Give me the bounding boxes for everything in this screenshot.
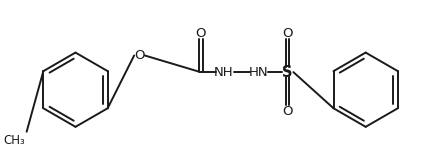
Text: CH₃: CH₃ [3, 134, 25, 147]
Text: O: O [195, 26, 206, 40]
Text: HN: HN [248, 66, 268, 79]
Text: O: O [282, 26, 293, 40]
Text: O: O [134, 49, 144, 62]
Text: NH: NH [214, 66, 234, 79]
Text: O: O [282, 105, 293, 118]
Text: S: S [282, 65, 293, 80]
